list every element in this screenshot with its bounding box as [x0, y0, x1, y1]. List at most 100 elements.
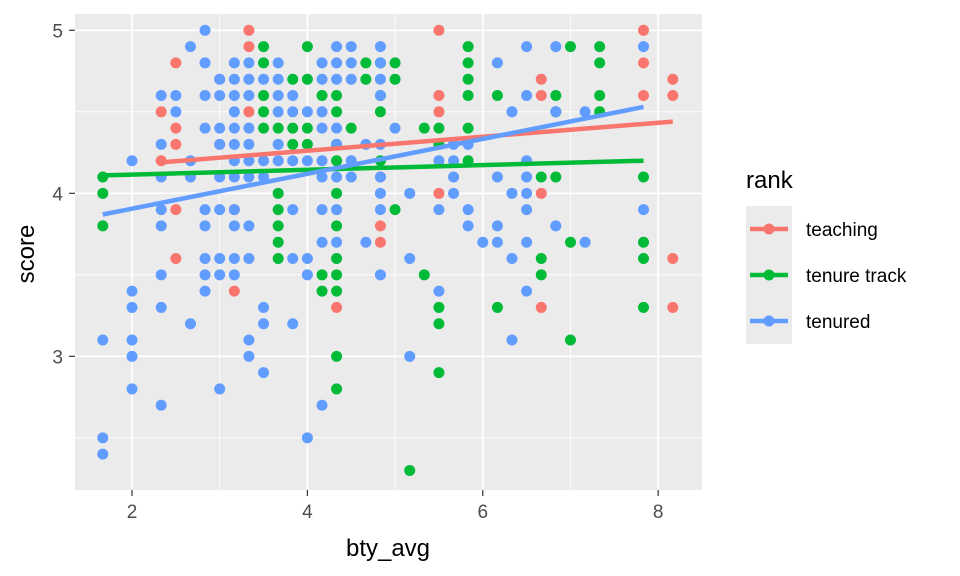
point-tenured [345, 57, 357, 69]
point-tenured [316, 57, 328, 69]
point-teaching [433, 90, 445, 102]
point-teaching [667, 253, 679, 265]
point-tenure-track [331, 383, 343, 395]
point-tenured [301, 432, 313, 444]
point-tenured [272, 73, 284, 85]
point-tenured [214, 73, 226, 85]
point-tenure-track [535, 269, 547, 281]
point-tenure-track [638, 301, 650, 313]
point-tenured [97, 448, 109, 460]
point-tenured [550, 41, 562, 53]
point-tenure-track [404, 464, 416, 476]
legend-label-teaching: teaching [806, 220, 878, 241]
point-tenured [126, 383, 138, 395]
point-tenured [214, 90, 226, 102]
point-tenured [228, 171, 240, 183]
point-teaching [667, 301, 679, 313]
point-tenured [491, 171, 503, 183]
point-tenured [316, 106, 328, 118]
point-tenured [345, 171, 357, 183]
point-tenured [228, 269, 240, 281]
point-tenured [97, 432, 109, 444]
point-tenure-track [272, 204, 284, 216]
point-tenured [360, 236, 372, 248]
point-tenure-track [564, 236, 576, 248]
point-tenured [345, 73, 357, 85]
point-tenured [272, 90, 284, 102]
point-tenured [477, 236, 489, 248]
point-tenured [345, 41, 357, 53]
x-tick-label: 4 [302, 502, 313, 523]
point-tenure-track [374, 106, 386, 118]
point-tenure-track [331, 253, 343, 265]
point-tenured [491, 236, 503, 248]
point-tenured [155, 138, 167, 150]
point-tenured [228, 90, 240, 102]
point-tenure-track [550, 171, 562, 183]
point-teaching [638, 90, 650, 102]
trend-line-teaching [161, 119, 673, 165]
point-tenured [579, 236, 591, 248]
point-teaching [667, 73, 679, 85]
point-tenured [126, 301, 138, 313]
point-tenure-track [345, 122, 357, 134]
point-tenure-track [331, 106, 343, 118]
point-tenure-track [638, 253, 650, 265]
point-teaching [535, 301, 547, 313]
point-tenured [243, 73, 255, 85]
point-tenure-track [433, 367, 445, 379]
y-tick-label: 4 [52, 184, 63, 205]
point-tenured [243, 334, 255, 346]
point-tenure-track [272, 220, 284, 232]
legend: rank teaching tenure track tenured [746, 167, 907, 344]
point-tenured [243, 122, 255, 134]
point-tenured [199, 269, 211, 281]
point-tenured [506, 253, 518, 265]
point-tenured [258, 301, 270, 313]
point-tenured [301, 106, 313, 118]
y-tick-label: 5 [52, 21, 63, 42]
point-tenure-track [462, 57, 474, 69]
legend-key-dot-teaching [763, 223, 775, 235]
y-tick-label: 3 [52, 347, 63, 368]
point-tenure-track [287, 138, 299, 150]
point-tenure-track [638, 236, 650, 248]
point-tenure-track [389, 204, 401, 216]
point-tenured [462, 204, 474, 216]
point-tenured [243, 220, 255, 232]
point-tenured [433, 285, 445, 297]
point-tenured [638, 41, 650, 53]
point-tenure-track [272, 122, 284, 134]
point-tenured [199, 253, 211, 265]
point-tenured [433, 204, 445, 216]
point-tenured [316, 171, 328, 183]
point-tenured [287, 106, 299, 118]
point-teaching [535, 90, 547, 102]
point-tenured [491, 220, 503, 232]
point-tenured [97, 334, 109, 346]
point-tenure-track [433, 122, 445, 134]
point-tenured [199, 204, 211, 216]
point-teaching [170, 253, 182, 265]
point-tenured [316, 399, 328, 411]
point-tenure-track [316, 285, 328, 297]
point-tenured [301, 253, 313, 265]
point-tenure-track [462, 41, 474, 53]
trend-line-tenure-track [102, 158, 644, 178]
point-teaching [638, 24, 650, 36]
point-tenured [170, 106, 182, 118]
point-tenured [521, 41, 533, 53]
point-tenured [301, 269, 313, 281]
point-tenured [448, 171, 460, 183]
point-teaching [170, 122, 182, 134]
point-tenured [638, 204, 650, 216]
point-tenured [374, 187, 386, 199]
point-tenure-track [258, 122, 270, 134]
point-tenured [155, 220, 167, 232]
point-tenure-track [638, 171, 650, 183]
point-tenure-track [97, 187, 109, 199]
x-tick-label: 2 [127, 502, 138, 523]
point-tenure-track [433, 301, 445, 313]
trend-lines [102, 104, 673, 217]
point-tenured [550, 106, 562, 118]
